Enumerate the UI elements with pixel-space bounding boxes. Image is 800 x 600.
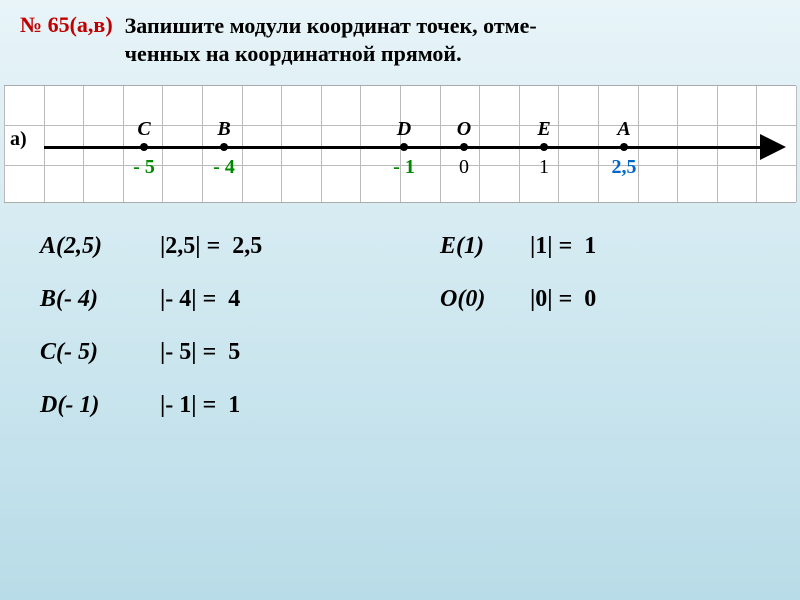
number-line-diagram: а) C - 5 B - 4 D - 1 O E A 2,5 0 1 <box>4 85 796 203</box>
axis-arrow <box>760 134 786 160</box>
point-label-E: E <box>537 118 550 141</box>
point-def: D(- 1) <box>40 392 160 419</box>
answer-left: A(2,5)|2,5| = 2,5 <box>40 233 440 260</box>
grid-v <box>281 86 282 202</box>
point-C <box>140 143 148 151</box>
grid-v <box>321 86 322 202</box>
point-def: C(- 5) <box>40 339 160 366</box>
abs-expr: |2,5| = <box>160 233 220 260</box>
point-label-C: C <box>137 118 150 141</box>
answers-block: A(2,5)|2,5| = 2,5 E(1)|1| = 1 B(- 4)|- 4| = 4… <box>0 203 800 419</box>
abs-expr: |0| = <box>530 286 572 313</box>
grid-v <box>83 86 84 202</box>
answer-left: C(- 5)|- 5| = 5 <box>40 339 440 366</box>
grid-v <box>440 86 441 202</box>
abs-result: 1 <box>228 392 240 419</box>
grid-v <box>242 86 243 202</box>
answer-left: D(- 1)|- 1| = 1 <box>40 392 440 419</box>
abs-result: 5 <box>228 339 240 366</box>
abs-expr: |- 1| = <box>160 392 216 419</box>
abs-result: 1 <box>584 233 596 260</box>
answer-row: C(- 5)|- 5| = 5 <box>40 339 770 366</box>
grid-v <box>717 86 718 202</box>
grid-v <box>677 86 678 202</box>
coord-label-B: - 4 <box>213 156 235 179</box>
point-def: A(2,5) <box>40 233 160 260</box>
answer-right: E(1)|1| = 1 <box>440 233 596 260</box>
problem-text-line2: ченных на координатной прямой. <box>125 41 462 66</box>
point-label-B: B <box>217 118 230 141</box>
point-def: E(1) <box>440 233 530 260</box>
point-label-O: O <box>457 118 471 141</box>
point-B <box>220 143 228 151</box>
answer-row: B(- 4)|- 4| = 4 O(0)|0| = 0 <box>40 286 770 313</box>
point-label-D: D <box>397 118 411 141</box>
abs-expr: |1| = <box>530 233 572 260</box>
point-O <box>460 143 468 151</box>
grid-v <box>123 86 124 202</box>
axis-zero: 0 <box>459 156 469 179</box>
problem-text: Запишите модули координат точек, отме- ч… <box>125 12 537 67</box>
abs-result: 4 <box>228 286 240 313</box>
grid-v <box>796 86 797 202</box>
coord-label-C: - 5 <box>133 156 155 179</box>
point-A <box>620 143 628 151</box>
point-def: O(0) <box>440 286 530 313</box>
grid-v <box>202 86 203 202</box>
grid-v <box>360 86 361 202</box>
axis-line <box>44 146 776 149</box>
part-label: а) <box>10 128 27 151</box>
answer-row: D(- 1)|- 1| = 1 <box>40 392 770 419</box>
grid-v <box>638 86 639 202</box>
point-def: B(- 4) <box>40 286 160 313</box>
coord-label-D: - 1 <box>393 156 415 179</box>
abs-result: 2,5 <box>232 233 262 260</box>
grid-v <box>519 86 520 202</box>
grid-v <box>44 86 45 202</box>
point-E <box>540 143 548 151</box>
grid-v <box>479 86 480 202</box>
grid-v <box>558 86 559 202</box>
abs-expr: |- 5| = <box>160 339 216 366</box>
problem-header: № 65(а,в) Запишите модули координат точе… <box>0 0 800 75</box>
answer-right: O(0)|0| = 0 <box>440 286 596 313</box>
point-D <box>400 143 408 151</box>
answer-left: B(- 4)|- 4| = 4 <box>40 286 440 313</box>
axis-one: 1 <box>539 156 549 179</box>
abs-result: 0 <box>584 286 596 313</box>
answer-row: A(2,5)|2,5| = 2,5 E(1)|1| = 1 <box>40 233 770 260</box>
problem-number: № 65(а,в) <box>20 12 113 38</box>
grid-v <box>598 86 599 202</box>
grid-v <box>162 86 163 202</box>
grid-v <box>756 86 757 202</box>
grid-v <box>4 86 5 202</box>
problem-text-line1: Запишите модули координат точек, отме- <box>125 13 537 38</box>
abs-expr: |- 4| = <box>160 286 216 313</box>
point-label-A: A <box>617 118 630 141</box>
coord-label-A: 2,5 <box>612 156 637 179</box>
